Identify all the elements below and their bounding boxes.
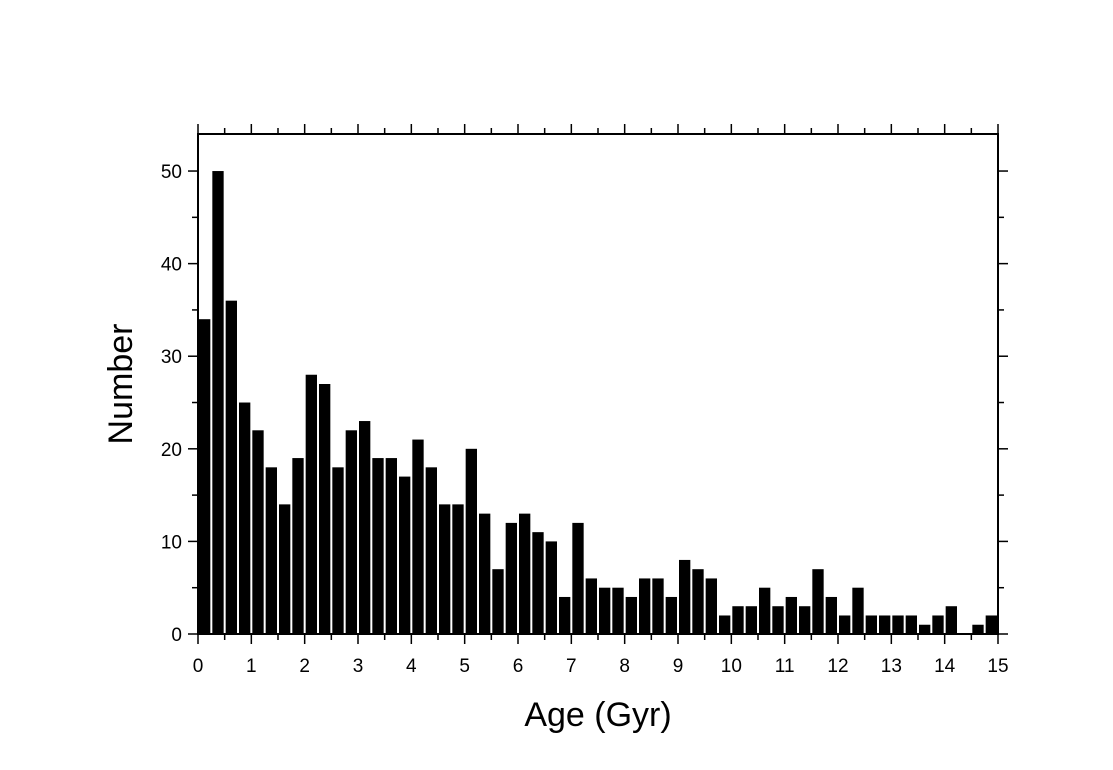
bar bbox=[545, 541, 557, 634]
bar bbox=[492, 569, 504, 634]
bar bbox=[412, 439, 424, 634]
bar bbox=[759, 587, 771, 634]
bar bbox=[972, 624, 984, 634]
y-tick-label: 40 bbox=[161, 255, 182, 276]
bar bbox=[279, 504, 291, 634]
bar bbox=[265, 467, 277, 634]
bar bbox=[572, 522, 584, 634]
x-tick-label: 14 bbox=[934, 656, 956, 677]
bar bbox=[372, 458, 384, 634]
plot-frame bbox=[197, 133, 999, 635]
bar bbox=[505, 522, 517, 634]
x-tick-label: 11 bbox=[775, 656, 795, 677]
y-tick-label: 10 bbox=[161, 532, 182, 553]
bar bbox=[785, 596, 797, 634]
x-tick-label: 15 bbox=[987, 656, 1008, 677]
x-tick-label: 9 bbox=[673, 656, 684, 677]
x-tick-label: 8 bbox=[619, 656, 630, 677]
bar bbox=[772, 606, 784, 634]
bar bbox=[705, 578, 717, 634]
bar bbox=[532, 532, 544, 634]
bar bbox=[945, 606, 957, 634]
bar bbox=[879, 615, 891, 634]
bar bbox=[665, 596, 677, 634]
bar bbox=[905, 615, 917, 634]
x-tick-label: 6 bbox=[513, 656, 524, 677]
x-axis-title: Age (Gyr) bbox=[524, 696, 671, 734]
bar bbox=[892, 615, 904, 634]
bar bbox=[745, 606, 757, 634]
x-tick-label: 4 bbox=[406, 656, 417, 677]
bar bbox=[252, 430, 264, 634]
y-axis-title: Number bbox=[102, 324, 140, 445]
bar bbox=[305, 374, 317, 634]
bar bbox=[679, 559, 691, 634]
bar bbox=[719, 615, 731, 634]
bar bbox=[319, 384, 331, 634]
bar bbox=[625, 596, 637, 634]
bar bbox=[465, 448, 477, 634]
bar bbox=[799, 606, 811, 634]
bar bbox=[359, 421, 371, 634]
bar bbox=[585, 578, 597, 634]
bar bbox=[452, 504, 464, 634]
bar bbox=[825, 596, 837, 634]
x-tick-label: 3 bbox=[353, 656, 364, 677]
x-tick-label: 2 bbox=[299, 656, 310, 677]
bar bbox=[519, 513, 531, 634]
bar bbox=[385, 458, 397, 634]
bar bbox=[332, 467, 344, 634]
x-tick-label: 10 bbox=[721, 656, 742, 677]
bar bbox=[692, 569, 704, 634]
bar bbox=[652, 578, 664, 634]
bars-group bbox=[199, 171, 997, 635]
bar bbox=[239, 402, 251, 634]
x-tick-label: 12 bbox=[827, 656, 848, 677]
y-tick-label: 30 bbox=[161, 347, 182, 368]
bar bbox=[479, 513, 491, 634]
bar bbox=[919, 624, 931, 634]
bar bbox=[199, 319, 211, 634]
x-tick-label: 0 bbox=[193, 656, 204, 677]
bar bbox=[639, 578, 651, 634]
bar bbox=[852, 587, 864, 634]
y-tick-label: 20 bbox=[161, 440, 182, 461]
bar bbox=[425, 467, 437, 634]
bar bbox=[345, 430, 357, 634]
bar bbox=[865, 615, 877, 634]
bar bbox=[292, 458, 304, 634]
x-tick-label: 7 bbox=[566, 656, 577, 677]
bar bbox=[932, 615, 944, 634]
x-tick-label: 13 bbox=[881, 656, 902, 677]
bar bbox=[839, 615, 851, 634]
bar bbox=[599, 587, 611, 634]
bar bbox=[439, 504, 451, 634]
x-tick-label: 1 bbox=[246, 656, 257, 677]
bar bbox=[212, 171, 224, 635]
bar bbox=[812, 569, 824, 634]
bar bbox=[985, 615, 997, 634]
bar bbox=[225, 300, 237, 634]
y-tick-label: 0 bbox=[171, 625, 182, 646]
y-tick-label: 50 bbox=[161, 162, 182, 183]
bar bbox=[732, 606, 744, 634]
bar bbox=[399, 476, 411, 634]
x-tick-label: 5 bbox=[459, 656, 470, 677]
bar bbox=[612, 587, 624, 634]
bar bbox=[559, 596, 571, 634]
